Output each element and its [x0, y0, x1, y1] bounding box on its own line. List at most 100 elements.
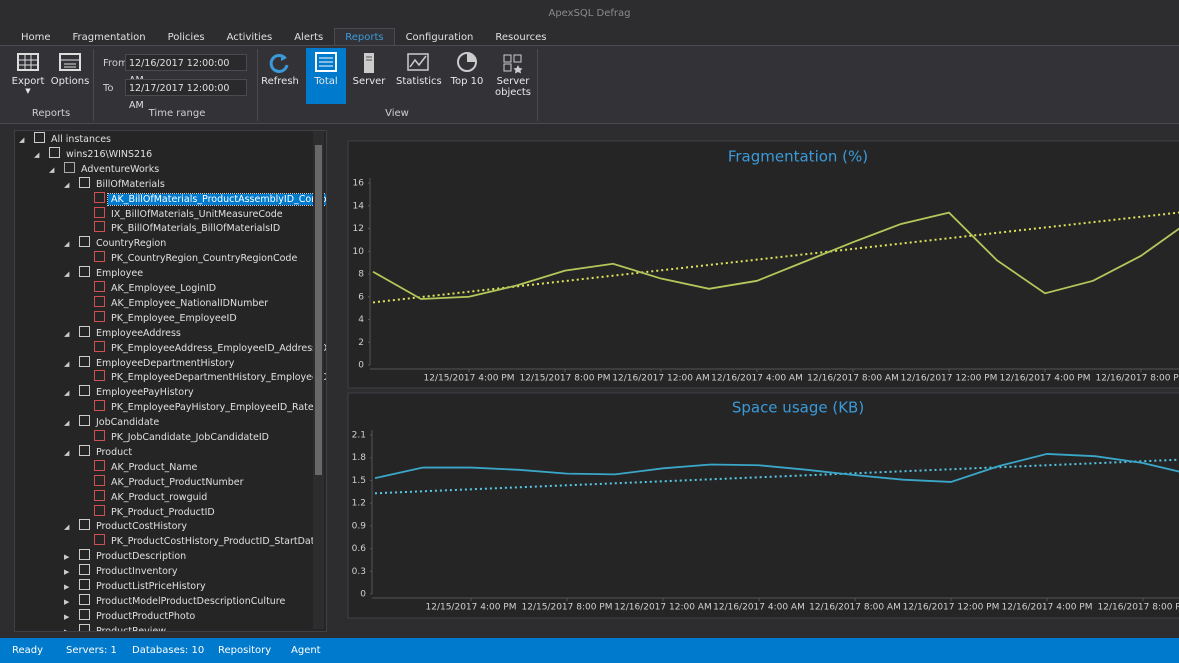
node-label: AK_Employee_NationalIDNumber: [108, 298, 271, 309]
x-tick-label: 12/16/2017 8:00 AM: [809, 603, 901, 613]
repository-link[interactable]: Repository: [218, 638, 271, 663]
tree-node[interactable]: ▶ProductListPriceHistory: [64, 579, 209, 594]
expander[interactable]: ◢: [49, 163, 61, 178]
tree-node[interactable]: PK_Product_ProductID: [79, 505, 218, 520]
y-tick-label: 0.3: [352, 567, 366, 577]
button-icon: [454, 52, 480, 74]
tree-node[interactable]: ◢Product: [64, 445, 135, 460]
node-icon: [64, 162, 75, 173]
chart-title: Fragmentation (%): [728, 148, 868, 166]
node-label: wins216\WINS216: [63, 149, 155, 160]
node-label: PK_BillOfMaterials_BillOfMaterialsID: [108, 223, 283, 234]
servers-count: Servers: 1: [66, 638, 117, 663]
node-icon: [94, 192, 105, 203]
tree-node[interactable]: AK_Product_rowguid: [79, 490, 210, 505]
node-icon: [94, 534, 105, 545]
tree-node[interactable]: PK_JobCandidate_JobCandidateID: [79, 430, 272, 445]
tree-node[interactable]: AK_Product_Name: [79, 460, 200, 475]
expander[interactable]: ◢: [64, 237, 76, 252]
expander[interactable]: ▶: [64, 565, 76, 580]
tree-node[interactable]: ◢ EmployeePayHistory: [64, 385, 197, 400]
view-button[interactable]: Top 10: [447, 48, 487, 104]
view-button[interactable]: Refresh: [260, 48, 300, 104]
to-field[interactable]: 12/17/2017 12:00:00 AM: [125, 79, 247, 96]
expander[interactable]: ▶: [64, 595, 76, 610]
tree-node[interactable]: ◢EmployeeAddress: [64, 326, 184, 341]
tree-node[interactable]: ◢JobCandidate: [64, 415, 162, 430]
expander[interactable]: ◢: [34, 148, 46, 163]
tree-node[interactable]: AK_Employee_NationalIDNumber: [79, 296, 271, 311]
expander[interactable]: ▶: [64, 625, 76, 632]
tree-node[interactable]: PK_CountryRegion_CountryRegionCode: [79, 251, 300, 266]
tree-node[interactable]: AK_BillOfMaterials_ProductAssemblyID_Com…: [79, 192, 327, 207]
button-label: Options: [50, 76, 90, 87]
tree-node[interactable]: ◢BillOfMaterials: [64, 177, 168, 192]
tree-node[interactable]: ▶ProductProductPhoto: [64, 609, 198, 624]
view-button[interactable]: Server: [349, 48, 389, 104]
tree-node[interactable]: PK_EmployeePayHistory_EmployeeID_Rate: [79, 400, 317, 415]
tree-node[interactable]: PK_BillOfMaterials_BillOfMaterialsID: [79, 221, 283, 236]
tree-node[interactable]: ◢EmployeeDepartmentHistory: [64, 356, 237, 371]
y-tick-label: 0.6: [352, 544, 367, 554]
tab[interactable]: Fragmentation: [62, 28, 157, 45]
chart-panel: [348, 393, 1179, 618]
tree-node[interactable]: PK_EmployeeDepartmentHistory_EmployeeID: [79, 370, 327, 385]
node-label: AK_Employee_LoginID: [108, 283, 219, 294]
tree-node[interactable]: AK_Employee_LoginID: [79, 281, 219, 296]
expander[interactable]: ◢: [64, 416, 76, 431]
scroll-thumb[interactable]: [315, 145, 322, 475]
tab[interactable]: Policies: [157, 28, 216, 45]
x-tick-label: 12/15/2017 4:00 PM: [424, 374, 515, 384]
node-label: AK_Product_Name: [108, 462, 200, 473]
tab[interactable]: Reports: [334, 28, 394, 45]
tree-node[interactable]: ◢ProductCostHistory: [64, 519, 190, 534]
expander[interactable]: ◢: [64, 520, 76, 535]
tree-node[interactable]: IX_BillOfMaterials_UnitMeasureCode: [79, 207, 286, 222]
node-icon: [79, 549, 90, 560]
tree-node[interactable]: ◢Employee: [64, 266, 146, 281]
tree-node[interactable]: PK_Employee_EmployeeID: [79, 311, 240, 326]
tree-node[interactable]: ▶ ProductInventory: [64, 564, 180, 579]
node-label: ProductModelProductDescriptionCulture: [93, 596, 288, 607]
expander[interactable]: ◢: [64, 386, 76, 401]
from-field[interactable]: 12/16/2017 12:00:00 AM: [125, 54, 247, 71]
view-button[interactable]: Total: [306, 48, 346, 104]
x-tick-label: 12/16/2017 4:00 AM: [711, 374, 803, 384]
tab[interactable]: Configuration: [395, 28, 485, 45]
tab[interactable]: Alerts: [283, 28, 334, 45]
expander[interactable]: ◢: [64, 267, 76, 282]
chart-title: Space usage (KB): [732, 399, 864, 417]
expander[interactable]: ▶: [64, 610, 76, 625]
node-label: PK_EmployeePayHistory_EmployeeID_Rate: [108, 402, 317, 413]
export-button[interactable]: Export ▼: [8, 48, 48, 104]
x-tick-label: 12/16/2017 4:00 PM: [1002, 603, 1093, 613]
tree-node[interactable]: ▶ProductDescription: [64, 549, 189, 564]
expander[interactable]: ▶: [64, 550, 76, 565]
expander[interactable]: ◢: [64, 178, 76, 193]
tree-node[interactable]: ◢AdventureWorks: [49, 162, 162, 177]
node-label: ProductInventory: [93, 566, 180, 577]
tree-node[interactable]: ◢CountryRegion: [64, 236, 169, 251]
expander[interactable]: ▶: [64, 580, 76, 595]
tree-node[interactable]: ◢All instances: [19, 132, 114, 147]
node-icon: [94, 221, 105, 232]
tree-node[interactable]: PK_EmployeeAddress_EmployeeID_AddressID: [79, 341, 327, 356]
tab[interactable]: Activities: [216, 28, 284, 45]
agent-link[interactable]: Agent: [291, 638, 321, 663]
node-icon: [34, 132, 45, 143]
tree-node[interactable]: PK_ProductCostHistory_ProductID_StartDat…: [79, 534, 323, 549]
expander[interactable]: ◢: [64, 327, 76, 342]
options-button[interactable]: Options: [50, 48, 90, 104]
tab[interactable]: Resources: [484, 28, 557, 45]
node-label: EmployeePayHistory: [93, 387, 197, 398]
view-button[interactable]: Server objects: [493, 48, 533, 104]
expander[interactable]: ◢: [64, 446, 76, 461]
tree-node[interactable]: ◢ wins216\WINS216: [34, 147, 155, 162]
view-button[interactable]: Statistics: [398, 48, 438, 104]
tab[interactable]: Home: [10, 28, 62, 45]
expander[interactable]: ◢: [64, 357, 76, 372]
expander[interactable]: ◢: [19, 133, 31, 148]
tree-node[interactable]: ▶ ProductModelProductDescriptionCulture: [64, 594, 288, 609]
tree-node[interactable]: AK_Product_ProductNumber: [79, 475, 247, 490]
tree-node[interactable]: ▶ProductReview: [64, 624, 169, 632]
